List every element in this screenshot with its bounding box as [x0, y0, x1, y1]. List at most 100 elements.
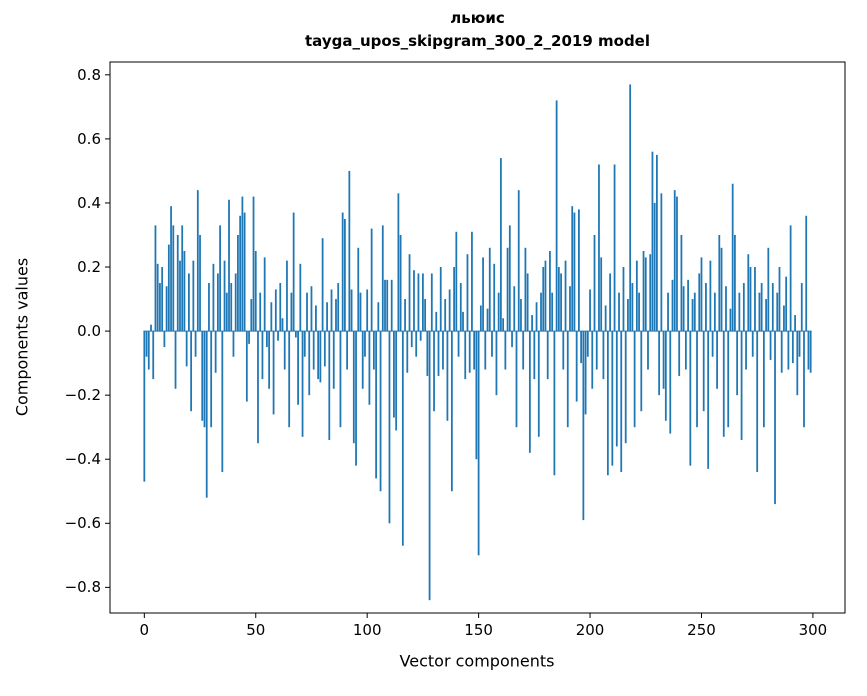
bar [600, 257, 603, 332]
bar [633, 331, 636, 428]
bar [566, 331, 569, 428]
bar [303, 331, 306, 357]
bar [800, 283, 803, 332]
bar [444, 299, 447, 332]
bar [277, 331, 279, 341]
bar [301, 331, 304, 437]
bar [508, 225, 511, 332]
bar [629, 84, 632, 332]
bar [366, 289, 369, 332]
bar [615, 331, 618, 447]
bar [778, 267, 781, 332]
bar [290, 292, 293, 332]
bar [245, 331, 248, 402]
plot-frame [109, 61, 846, 614]
y-tick-label: −0.6 [64, 514, 101, 533]
bar [495, 331, 498, 396]
bar [170, 206, 172, 332]
bar [606, 331, 609, 476]
x-tick-label: 0 [139, 621, 150, 639]
bar [644, 257, 647, 332]
bar [194, 331, 197, 357]
bar [789, 225, 792, 332]
bar [584, 331, 587, 415]
bar [709, 260, 712, 332]
bar [319, 331, 322, 383]
bar [693, 292, 696, 332]
bar [379, 331, 382, 492]
bar [234, 273, 237, 332]
bar [399, 234, 402, 332]
bar [341, 212, 344, 332]
bar [484, 331, 487, 370]
bar [604, 305, 607, 332]
bar [372, 331, 375, 370]
bar [310, 286, 313, 332]
bar [350, 289, 353, 332]
bar [722, 331, 725, 437]
bar [435, 311, 438, 332]
bar [562, 331, 565, 370]
bar [270, 302, 273, 332]
bar [526, 273, 529, 332]
bar [196, 190, 199, 332]
bar [250, 299, 253, 332]
bar [475, 331, 478, 460]
bar [716, 331, 718, 389]
bar [515, 331, 518, 428]
bar [283, 331, 286, 370]
bar [344, 218, 346, 332]
bar [756, 331, 759, 473]
bar [176, 234, 179, 332]
bar [745, 331, 747, 370]
bar [609, 273, 611, 332]
bar [266, 331, 268, 348]
bar [286, 260, 288, 332]
bar [520, 299, 522, 332]
bar [430, 273, 433, 332]
bar [370, 228, 373, 332]
x-tick-label: 150 [464, 621, 493, 639]
bar [317, 331, 320, 380]
bar [578, 209, 580, 332]
bar [348, 170, 351, 332]
bar [143, 331, 146, 482]
bar [734, 234, 736, 332]
bar [462, 311, 464, 332]
bar [653, 202, 656, 332]
bar [702, 331, 705, 412]
bar [684, 331, 687, 370]
bar [555, 100, 558, 332]
x-tick-label: 200 [575, 621, 605, 639]
bar [199, 234, 201, 332]
bar [152, 331, 155, 380]
bar [150, 324, 152, 332]
bar [542, 267, 545, 332]
bar [252, 196, 255, 332]
bar [713, 292, 716, 332]
bar [580, 331, 583, 364]
bar [479, 305, 482, 332]
bar [620, 331, 623, 473]
bar [533, 331, 536, 380]
bar [537, 331, 540, 437]
bar [281, 318, 284, 332]
bar [335, 299, 337, 332]
bar [731, 183, 734, 332]
bar [803, 331, 805, 428]
bar [156, 263, 159, 332]
bar [729, 308, 732, 332]
bar [415, 331, 418, 357]
bar [145, 331, 148, 357]
bar [593, 234, 596, 332]
bar [219, 225, 221, 332]
bar [502, 318, 505, 332]
bar [571, 206, 574, 332]
bar [230, 283, 233, 332]
bar [214, 331, 217, 373]
bar [225, 292, 228, 332]
bar [589, 289, 591, 332]
bar [464, 331, 467, 380]
bar [185, 331, 188, 367]
